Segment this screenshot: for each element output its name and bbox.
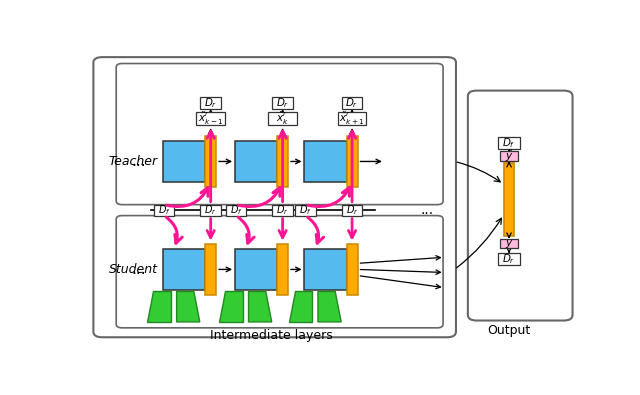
Text: $D_r$: $D_r$ (204, 96, 218, 110)
Bar (500, 151, 518, 161)
Bar (272, 205, 293, 216)
Bar (305, 141, 347, 182)
Bar (347, 244, 358, 295)
Polygon shape (248, 292, 272, 322)
Bar (277, 135, 288, 187)
Bar (196, 113, 225, 125)
Polygon shape (289, 292, 312, 322)
Bar (205, 244, 216, 295)
Bar (342, 97, 362, 109)
Text: Student: Student (109, 263, 158, 276)
Bar (305, 249, 347, 290)
Bar (338, 113, 367, 125)
Text: $D_f$: $D_f$ (502, 136, 516, 150)
Polygon shape (318, 292, 341, 322)
Bar (277, 244, 288, 295)
Bar (200, 97, 221, 109)
Bar (163, 249, 205, 290)
FancyBboxPatch shape (93, 57, 456, 337)
Bar (498, 137, 520, 149)
Bar (500, 239, 518, 248)
Bar (295, 205, 316, 216)
Text: $\tilde{x}_{k-1}^r$: $\tilde{x}_{k-1}^r$ (198, 111, 223, 127)
Bar (235, 249, 277, 290)
Text: $D_f$: $D_f$ (157, 203, 170, 217)
Text: ...: ... (131, 262, 146, 277)
Bar (504, 163, 515, 236)
Text: ...: ... (420, 203, 434, 217)
Bar (268, 113, 297, 125)
FancyBboxPatch shape (468, 90, 573, 320)
FancyBboxPatch shape (116, 64, 443, 205)
Text: $D_r$: $D_r$ (346, 96, 359, 110)
Bar (342, 205, 362, 216)
Bar (205, 135, 216, 187)
Text: $D_f$: $D_f$ (230, 203, 243, 217)
FancyBboxPatch shape (116, 216, 443, 328)
Bar (163, 141, 205, 182)
Text: $D_f$: $D_f$ (299, 203, 312, 217)
Polygon shape (220, 292, 243, 322)
Bar (225, 205, 246, 216)
Polygon shape (177, 292, 200, 322)
Text: $D_r$: $D_r$ (346, 203, 358, 217)
Bar (272, 97, 293, 109)
Text: $\tilde{x}_k^r$: $\tilde{x}_k^r$ (276, 111, 289, 127)
Bar (235, 141, 277, 182)
Text: $\tilde{x}_{k+1}^r$: $\tilde{x}_{k+1}^r$ (339, 111, 365, 127)
Text: Intermediate layers: Intermediate layers (209, 329, 332, 342)
Text: $y$: $y$ (505, 237, 513, 250)
Text: $D_r$: $D_r$ (276, 203, 289, 217)
Text: $\tilde{y}$: $\tilde{y}$ (505, 149, 513, 164)
Bar (498, 253, 520, 265)
Bar (154, 205, 175, 216)
Bar (200, 205, 221, 216)
Bar (347, 135, 358, 187)
Text: $D_r$: $D_r$ (276, 96, 289, 110)
Text: Output: Output (488, 324, 531, 337)
Text: ...: ... (131, 154, 146, 169)
Polygon shape (147, 292, 171, 322)
Text: Teacher: Teacher (109, 155, 158, 168)
Text: $D_r$: $D_r$ (502, 252, 516, 266)
Text: $D_r$: $D_r$ (204, 203, 217, 217)
